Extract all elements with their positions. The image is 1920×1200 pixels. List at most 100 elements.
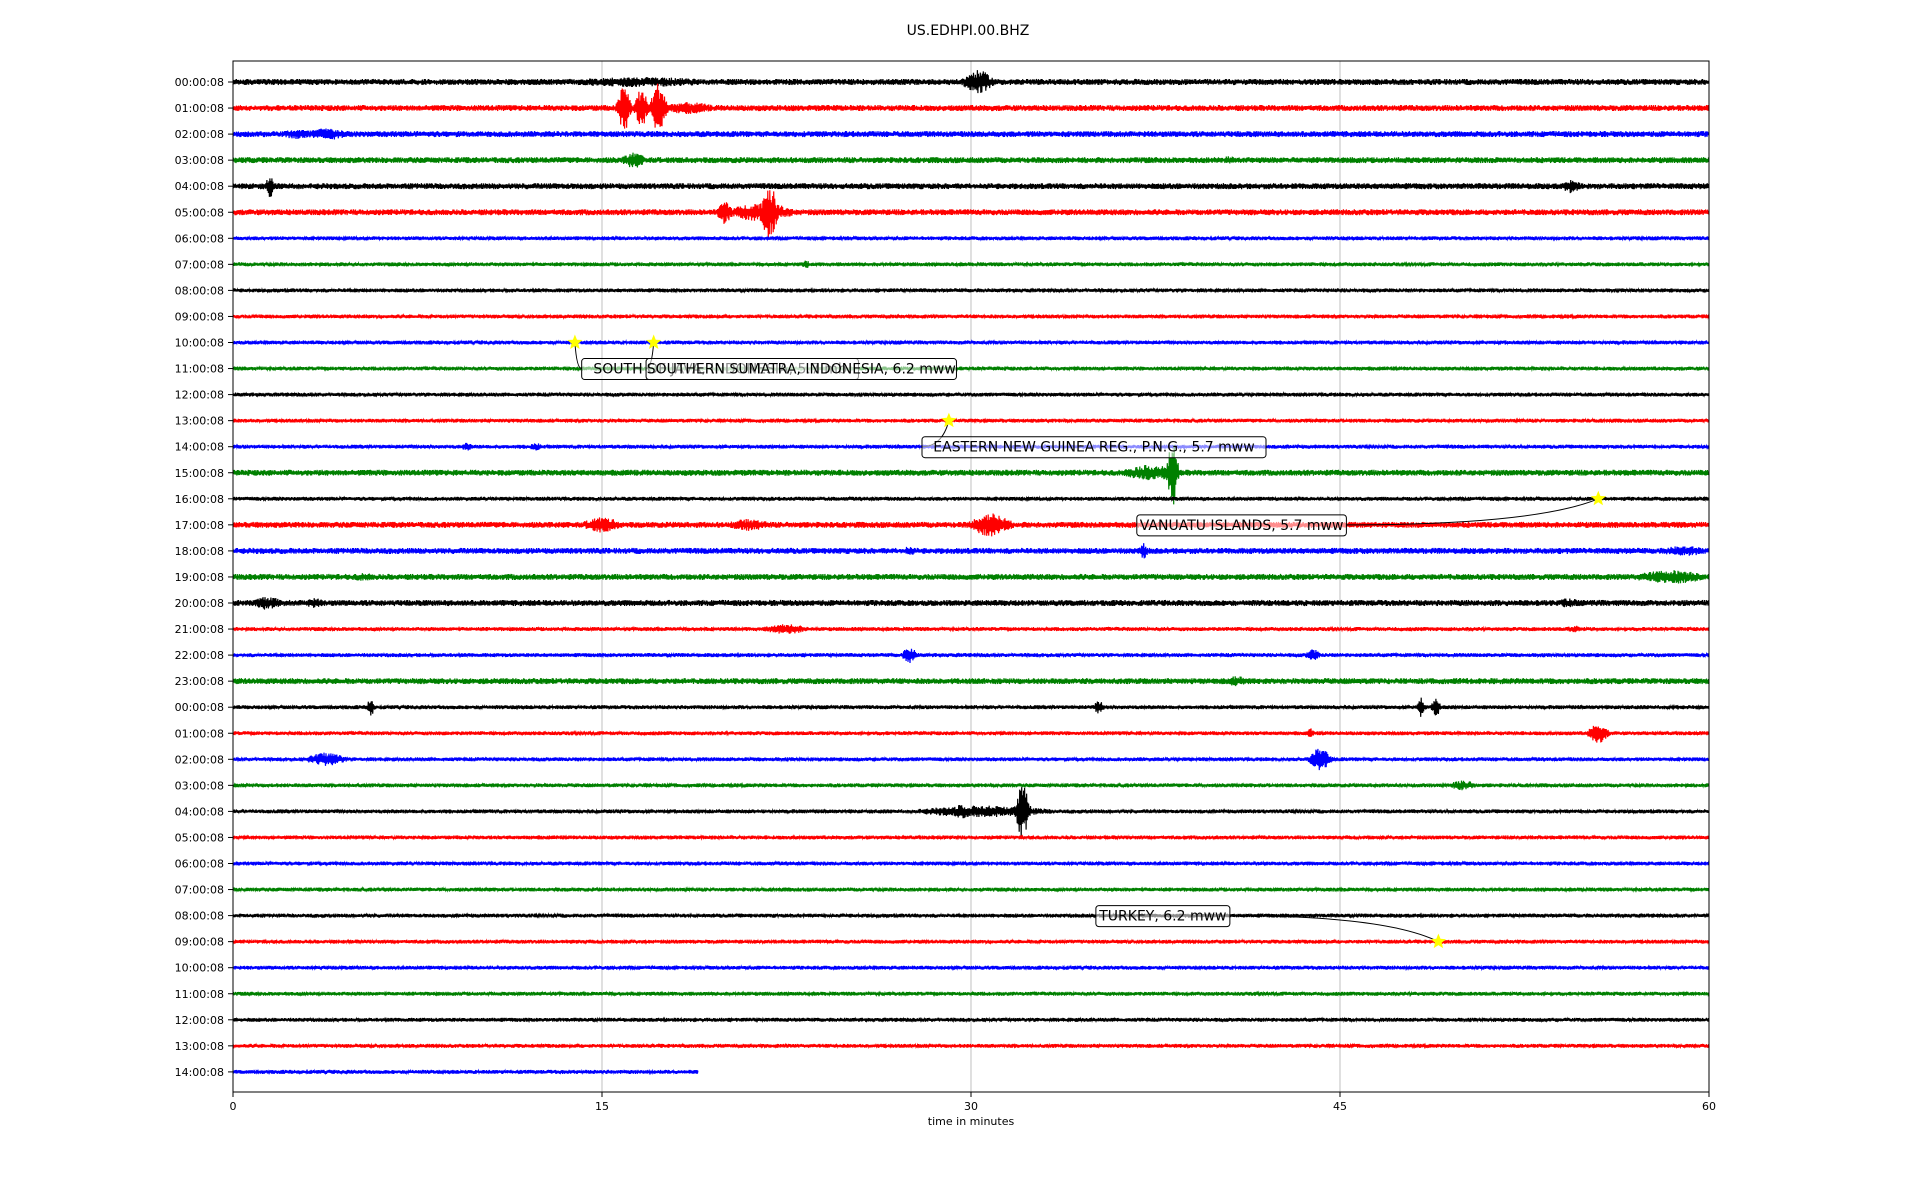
row-label-31: 07:00:08 (175, 884, 224, 897)
trace-row-27 (232, 780, 1710, 791)
row-label-7: 07:00:08 (175, 258, 224, 271)
row-label-28: 04:00:08 (175, 805, 224, 818)
event-star-icon-3 (1590, 490, 1606, 506)
trace-row-23 (232, 676, 1710, 687)
row-label-26: 02:00:08 (175, 753, 224, 766)
row-label-19: 19:00:08 (175, 571, 224, 584)
row-label-6: 06:00:08 (175, 232, 224, 245)
trace-row-8 (232, 286, 1710, 294)
trace-row-11 (232, 365, 1710, 373)
row-label-36: 12:00:08 (175, 1014, 224, 1027)
row-label-21: 21:00:08 (175, 623, 224, 636)
event-annotation-2: EASTERN NEW GUINEA REG., P.N.G., 5.7 mww (921, 412, 1267, 459)
y-axis: 00:00:08 01:00:08 02:00:08 03:00:08 04:00:08… (175, 76, 233, 1079)
x-tick-label-0: 0 (230, 1100, 237, 1113)
row-label-25: 01:00:08 (175, 727, 224, 740)
x-tick-label-3: 45 (1333, 1100, 1347, 1113)
row-label-2: 02:00:08 (175, 128, 224, 141)
row-label-10: 10:00:08 (175, 337, 224, 350)
row-label-15: 15:00:08 (175, 467, 224, 480)
trace-row-24 (232, 697, 1710, 717)
event-connector-4 (1229, 915, 1439, 943)
event-connector-3 (1346, 498, 1599, 526)
row-label-22: 22:00:08 (175, 649, 224, 662)
event-star-icon-1 (646, 334, 662, 349)
event-label-box-3 (1136, 514, 1347, 537)
x-tick-label-1: 15 (595, 1100, 609, 1113)
event-label-4: TURKEY, 6.2 mww (1098, 909, 1226, 925)
event-star-icon-0 (567, 334, 583, 349)
row-label-24: 00:00:08 (175, 701, 224, 714)
trace-row-21 (232, 624, 1710, 634)
trace-row-22 (232, 648, 1710, 664)
trace-row-7 (232, 260, 1710, 268)
row-label-9: 09:00:08 (175, 310, 224, 323)
event-label-3: VANUATU ISLANDS, 5.7 mww (1140, 518, 1344, 534)
trace-row-17 (232, 513, 1710, 537)
event-label-box-1 (645, 358, 957, 381)
event-annotation-4: TURKEY, 6.2 mww (1095, 905, 1446, 949)
event-connector-0 (574, 342, 582, 370)
row-label-37: 13:00:08 (175, 1040, 224, 1053)
row-label-23: 23:00:08 (175, 675, 224, 688)
trace-row-4 (232, 178, 1710, 197)
trace-row-16 (232, 495, 1710, 503)
row-label-38: 14:00:08 (175, 1066, 224, 1079)
row-label-14: 14:00:08 (175, 441, 224, 454)
row-label-16: 16:00:08 (175, 493, 224, 506)
trace-row-33 (232, 938, 1710, 946)
row-label-5: 05:00:08 (175, 206, 224, 219)
row-label-18: 18:00:08 (175, 545, 224, 558)
row-label-12: 12:00:08 (175, 389, 224, 402)
event-annotation-1: SOUTHERN SUMATRA, INDONESIA, 6.2 mww (645, 334, 957, 381)
trace-row-36 (232, 1016, 1710, 1024)
event-annotations: SOUTH OF JAVA, INDONESIA, 5.7 mbSOUTHERN… (567, 334, 1606, 949)
trace-row-25 (232, 725, 1710, 743)
event-star-icon-4 (1430, 933, 1446, 949)
x-axis-label: time in minutes (928, 1115, 1015, 1128)
trace-row-9 (232, 312, 1710, 320)
row-label-3: 03:00:08 (175, 154, 224, 167)
trace-row-26 (232, 748, 1710, 771)
row-label-35: 11:00:08 (175, 988, 224, 1001)
row-label-0: 00:00:08 (175, 76, 224, 89)
trace-row-3 (232, 152, 1710, 168)
traces (232, 70, 1710, 1076)
trace-row-15 (232, 445, 1710, 505)
event-label-1: SOUTHERN SUMATRA, INDONESIA, 6.2 mww (647, 362, 956, 378)
chart-title: US.EDHPI.00.BHZ (907, 23, 1030, 39)
trace-row-30 (232, 859, 1710, 867)
row-label-13: 13:00:08 (175, 415, 224, 428)
row-label-8: 08:00:08 (175, 284, 224, 297)
event-annotation-3: VANUATU ISLANDS, 5.7 mww (1136, 490, 1606, 537)
trace-row-28 (232, 787, 1710, 838)
row-label-17: 17:00:08 (175, 519, 224, 532)
trace-row-34 (232, 964, 1710, 972)
event-label-2: EASTERN NEW GUINEA REG., P.N.G., 5.7 mww (933, 440, 1254, 456)
row-label-4: 04:00:08 (175, 180, 224, 193)
trace-row-29 (232, 834, 1710, 841)
trace-row-13 (232, 417, 1710, 425)
trace-row-1 (232, 83, 1710, 129)
event-label-box-2 (921, 436, 1267, 459)
trace-row-12 (232, 391, 1710, 399)
trace-row-19 (232, 570, 1710, 584)
trace-row-5 (232, 190, 1710, 240)
x-tick-label-2: 30 (964, 1100, 978, 1113)
trace-row-20 (232, 597, 1710, 610)
trace-row-10 (232, 339, 1710, 347)
row-label-32: 08:00:08 (175, 910, 224, 923)
row-label-34: 10:00:08 (175, 962, 224, 975)
row-label-33: 09:00:08 (175, 936, 224, 949)
trace-row-18 (232, 543, 1710, 559)
row-label-1: 01:00:08 (175, 102, 224, 115)
trace-row-37 (232, 1042, 1710, 1050)
trace-row-32 (232, 912, 1710, 920)
event-label-box-4 (1095, 905, 1231, 928)
row-label-27: 03:00:08 (175, 779, 224, 792)
trace-row-0 (232, 70, 1710, 94)
row-label-20: 20:00:08 (175, 597, 224, 610)
event-star-icon-2 (941, 412, 957, 428)
row-label-29: 05:00:08 (175, 831, 224, 844)
